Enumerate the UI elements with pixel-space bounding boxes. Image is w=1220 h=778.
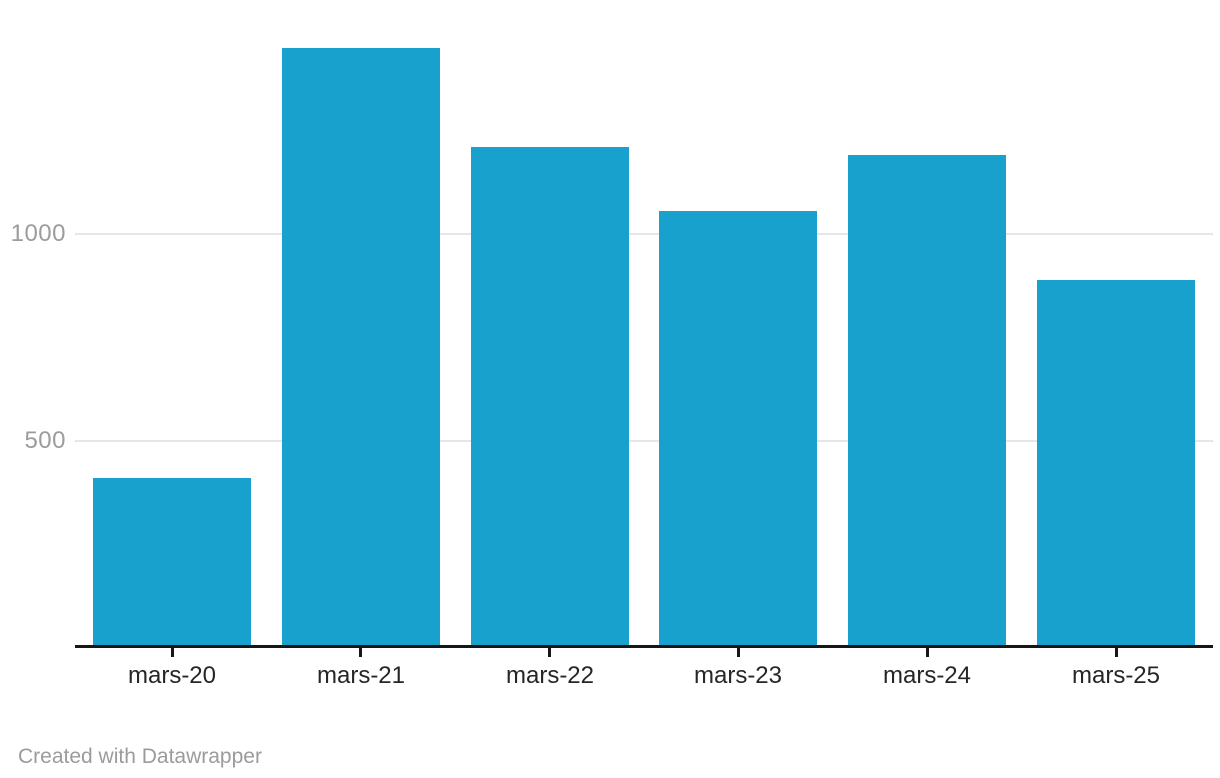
y-axis-tick-label: 1000: [10, 220, 66, 247]
x-axis-tick: [737, 648, 740, 657]
x-axis-tick: [548, 648, 551, 657]
chart-footer: Created with Datawrapper: [18, 744, 262, 770]
bar-mars-23[interactable]: [659, 211, 817, 645]
x-axis-label-mars-20: mars-20: [127, 662, 217, 689]
gridline-500: [75, 440, 1213, 442]
bar-mars-22[interactable]: [471, 147, 629, 645]
x-axis-label-mars-24: mars-24: [882, 662, 972, 689]
x-axis-tick: [926, 648, 929, 657]
x-axis-line: [75, 645, 1213, 648]
y-axis-tick-label: 500: [24, 427, 66, 454]
x-axis-label-mars-23: mars-23: [693, 662, 783, 689]
datawrapper-credit-link[interactable]: Created with Datawrapper: [18, 745, 262, 768]
gridline-1000: [75, 233, 1213, 235]
bar-mars-21[interactable]: [282, 48, 440, 645]
x-axis-label-mars-25: mars-25: [1071, 662, 1161, 689]
bar-mars-20[interactable]: [93, 478, 251, 645]
x-axis-tick: [359, 648, 362, 657]
x-axis-label-mars-22: mars-22: [505, 662, 595, 689]
x-axis-label-mars-21: mars-21: [316, 662, 406, 689]
bar-mars-25[interactable]: [1037, 280, 1195, 645]
bar-mars-24[interactable]: [848, 155, 1006, 645]
x-axis-tick: [1115, 648, 1118, 657]
x-axis-tick: [171, 648, 174, 657]
